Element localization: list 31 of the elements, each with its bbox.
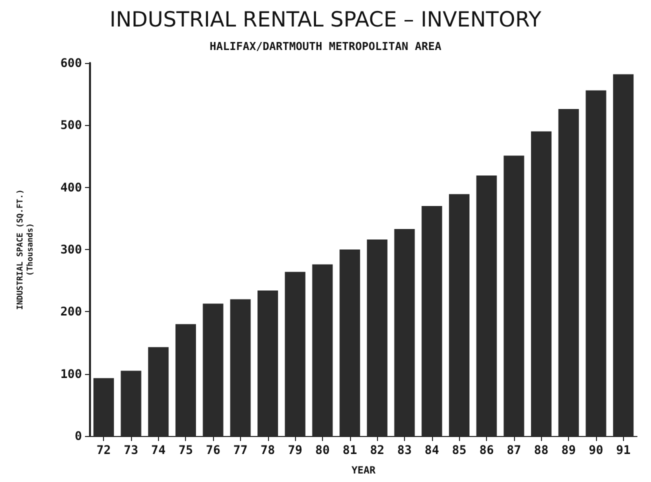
x-tick-label: 88 bbox=[534, 443, 548, 457]
x-tick-label: 89 bbox=[561, 443, 576, 457]
x-tick-label: 86 bbox=[479, 443, 494, 457]
chart-subtitle: HALIFAX/DARTMOUTH METROPOLITAN AREA bbox=[210, 40, 442, 53]
x-tick-label: 80 bbox=[315, 443, 330, 457]
y-tick-label: 0 bbox=[74, 429, 82, 443]
y-tick-label: 300 bbox=[60, 242, 82, 256]
x-tick-label: 81 bbox=[342, 443, 358, 457]
y-tick-label: 500 bbox=[60, 118, 82, 132]
x-tick-label: 76 bbox=[206, 443, 220, 457]
chart-title: INDUSTRIAL RENTAL SPACE – INVENTORY bbox=[110, 8, 542, 32]
x-tick-label: 79 bbox=[288, 443, 302, 457]
y-tick-label: 600 bbox=[60, 56, 82, 70]
x-tick-label: 77 bbox=[233, 443, 248, 457]
x-tick-label: 87 bbox=[506, 443, 522, 457]
x-tick-label: 85 bbox=[452, 443, 466, 457]
y-axis-title: INDUSTRIAL SPACE (SQ.FT.) (Thousands) bbox=[16, 189, 34, 310]
x-tick-label: 72 bbox=[96, 443, 111, 457]
x-tick-label: 90 bbox=[588, 443, 604, 457]
x-tick-label: 84 bbox=[424, 443, 440, 457]
x-tick-label: 83 bbox=[397, 443, 412, 457]
x-tick-label: 74 bbox=[151, 443, 166, 457]
x-tick-label: 73 bbox=[124, 443, 138, 457]
x-tick-label: 75 bbox=[178, 443, 193, 457]
y-tick-label: 200 bbox=[60, 304, 82, 319]
y-tick-label: 100 bbox=[60, 366, 82, 381]
x-tick-label: 82 bbox=[370, 443, 384, 457]
x-tick-label: 78 bbox=[260, 443, 275, 457]
x-axis-title: YEAR bbox=[351, 466, 377, 476]
y-tick-label: 400 bbox=[60, 180, 82, 194]
x-tick-label: 91 bbox=[616, 443, 631, 457]
